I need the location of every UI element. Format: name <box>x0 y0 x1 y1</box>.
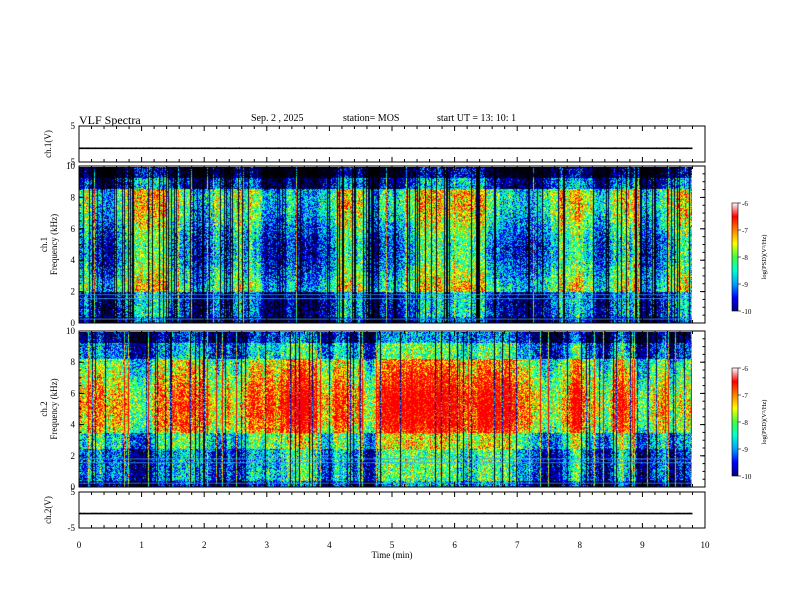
x-tick-label: 0 <box>77 540 82 550</box>
y-tick-label: 2 <box>71 451 76 461</box>
x-tick-label: 10 <box>701 540 711 550</box>
spectrogram-image <box>79 332 692 487</box>
x-tick-label: 3 <box>265 540 270 550</box>
colorbar-tick-label: -7 <box>742 227 748 235</box>
x-tick-label: 6 <box>452 540 457 550</box>
y-tick-label: 8 <box>71 357 76 367</box>
waveform-frame <box>78 125 706 163</box>
station-label: station= MOS <box>343 113 400 124</box>
x-tick-label: 4 <box>327 540 332 550</box>
y-tick-label: 6 <box>71 388 76 398</box>
y-tick-label: -5 <box>68 523 76 533</box>
colorbar-tick-label: -8 <box>742 419 748 427</box>
colorbar-label: log(PSD)(V²/Hz) <box>761 400 768 445</box>
colorbar-tick-label: -6 <box>742 365 748 373</box>
y-axis-label: ch.2(V) <box>43 496 53 524</box>
y-tick-label: -5 <box>68 157 76 167</box>
y-tick-label: 2 <box>71 287 76 297</box>
y-axis-label-frequency: Frequency (kHz) <box>49 214 59 275</box>
y-tick-label: 4 <box>71 255 76 265</box>
date-label: Sep. 2 , 2025 <box>251 113 304 124</box>
waveform-noise <box>80 147 692 149</box>
colorbar-tick-label: -6 <box>742 200 748 208</box>
x-tick-label: 9 <box>640 540 645 550</box>
colorbar-tick-label: -10 <box>742 473 752 481</box>
y-axis-label-channel: ch.1 <box>39 237 49 252</box>
x-tick-label: 5 <box>390 540 395 550</box>
y-axis-label-channel: ch.2 <box>39 401 49 416</box>
y-tick-label: 10 <box>66 326 76 336</box>
y-tick-label: 10 <box>66 161 76 171</box>
x-axis-label: Time (min) <box>372 550 413 560</box>
spectrogram-image <box>79 167 692 323</box>
x-tick-label: 7 <box>515 540 520 550</box>
y-axis-label: ch.1(V) <box>43 130 53 158</box>
chart-title: VLF Spectra <box>79 113 141 127</box>
colorbar-scale <box>731 202 739 312</box>
colorbar-tick-label: -10 <box>742 308 752 316</box>
y-tick-label: 5 <box>71 121 76 131</box>
colorbar-scale <box>731 367 739 477</box>
x-tick-label: 1 <box>139 540 144 550</box>
y-axis-label-frequency: Frequency (kHz) <box>49 378 59 439</box>
colorbar-tick-label: -9 <box>742 446 748 454</box>
y-tick-label: 6 <box>71 224 76 234</box>
y-tick-label: 8 <box>71 192 76 202</box>
x-tick-label: 2 <box>202 540 207 550</box>
y-tick-label: 5 <box>71 487 76 497</box>
colorbar-tick-label: -8 <box>742 254 748 262</box>
y-tick-label: 0 <box>71 318 76 328</box>
colorbar-tick-label: -7 <box>742 392 748 400</box>
y-tick-label: 4 <box>71 420 76 430</box>
colorbar-label: log(PSD)(V²/Hz) <box>761 235 768 280</box>
waveform-frame <box>78 491 706 529</box>
y-tick-label: 0 <box>71 482 76 492</box>
colorbar: -6 -7 -8 -9 -10 log(PSD)(V²/Hz) <box>731 365 768 481</box>
colorbar: -6 -7 -8 -9 -10 log(PSD)(V²/Hz) <box>731 200 768 316</box>
colorbar-tick-label: -9 <box>742 281 748 289</box>
start-time-label: start UT = 13: 10: 1 <box>437 113 517 124</box>
x-tick-label: 8 <box>578 540 583 550</box>
